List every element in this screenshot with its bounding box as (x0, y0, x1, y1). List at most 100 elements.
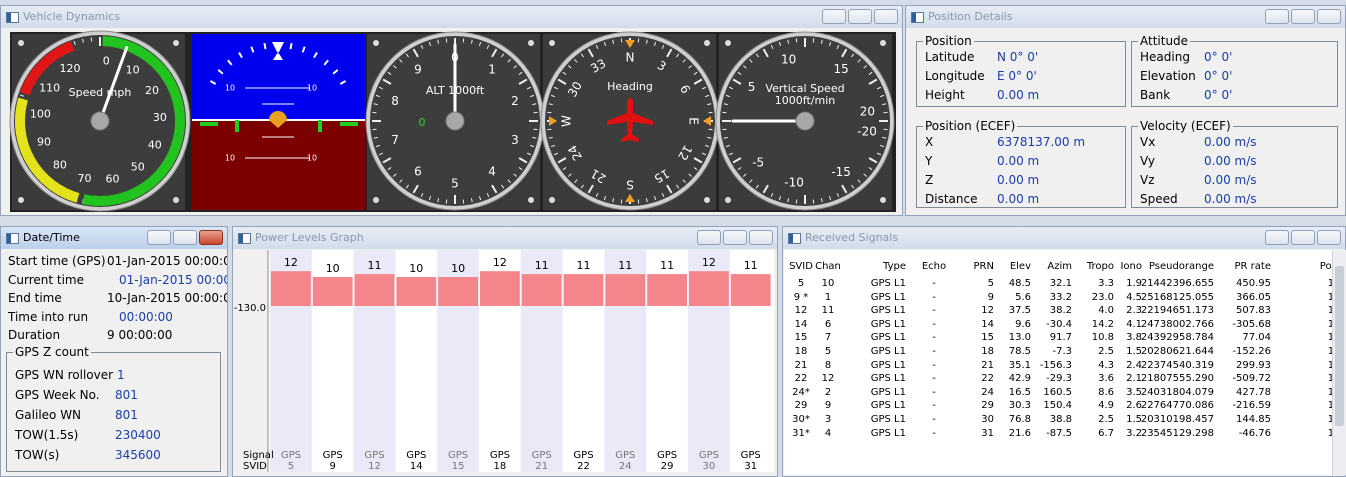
close-button[interactable] (1317, 230, 1341, 245)
table-cell: 14.2 (1091, 318, 1114, 330)
group-title: Position (ECEF) (923, 119, 1018, 133)
scrollbar[interactable] (1332, 250, 1346, 475)
field-label: Latitude (925, 50, 975, 64)
table-cell: 12 (821, 373, 835, 385)
table-cell: - (932, 427, 936, 439)
table-cell: 32.1 (1049, 278, 1072, 289)
column-header: Pseudorange (1148, 261, 1214, 272)
table-cell: 20280621.644 (1140, 346, 1214, 357)
field-value: 01-Jan-2015 00:00:00 (119, 272, 227, 287)
table-cell: 7 (824, 332, 832, 344)
table-cell: GPS L1 (870, 400, 906, 412)
table-cell: GPS L1 (870, 291, 906, 303)
field-value: 0.00 m/s (1204, 173, 1257, 187)
table-cell: 91.7 (1049, 332, 1072, 344)
field-value: 1 (117, 368, 125, 382)
close-button[interactable] (199, 230, 223, 245)
close-button[interactable] (874, 9, 898, 24)
table-cell: 299.93 (1236, 359, 1271, 371)
table-cell: GPS L1 (870, 414, 906, 425)
table-cell: 2 (824, 386, 832, 398)
table-cell: 12.0 (1327, 346, 1332, 357)
field-value: 0.00 m/s (1204, 154, 1257, 168)
table-cell: 22374540.319 (1140, 359, 1214, 371)
table-cell: 1.9 (1126, 278, 1142, 289)
table-cell: 15 (794, 332, 808, 344)
field-label: Vx (1140, 135, 1156, 149)
signals-table: SVID Chan Type Echo PRN Elev Azim Tropo Iono Pseu… (784, 250, 1332, 475)
field-label: Vy (1140, 154, 1155, 168)
table-cell: 14 (981, 318, 994, 330)
group-box: Position Latitude N 0° 0' Longitude E 0° 0' H… (916, 34, 1126, 107)
field-value: 0° 0' (1204, 69, 1233, 83)
window-title: Vehicle Dynamics (23, 10, 121, 23)
close-button[interactable] (749, 230, 773, 245)
table-cell: 160.5 (1043, 386, 1072, 398)
datetime-window: Date/Time Start time (GPS) 01-Jan-2015 00… (0, 226, 228, 477)
table-cell: 10.3 (1327, 318, 1332, 330)
maximize-button[interactable] (1291, 230, 1315, 245)
table-cell: 10.6 (1327, 386, 1332, 398)
table-cell: 3.3 (1098, 278, 1114, 289)
table-cell: - (932, 332, 936, 344)
group-box: Velocity (ECEF) Vx 0.00 m/s Vy 0.00 m/s Vz 0.0… (1131, 119, 1338, 208)
position-window: Position Details Position Latitude N 0° 0'… (905, 5, 1346, 216)
field-value: 0.00 m/s (1204, 192, 1257, 206)
table-cell: 5 (987, 278, 994, 289)
vehicle-window: Vehicle Dynamics (0, 5, 903, 216)
table-cell: -152.26 (1232, 346, 1271, 357)
table-cell: GPS L1 (870, 359, 906, 371)
table-cell: 21.6 (1008, 427, 1031, 439)
table-cell: 13.0 (1008, 332, 1031, 344)
table-cell: 21 (981, 359, 994, 371)
minimize-button[interactable] (697, 230, 721, 245)
minimize-button[interactable] (1265, 9, 1289, 24)
maximize-button[interactable] (723, 230, 747, 245)
table-cell: 4.0 (1098, 305, 1114, 317)
field-value: N 0° 0' (997, 50, 1039, 64)
table-cell: - (932, 386, 936, 398)
table-cell: 5 (797, 278, 805, 289)
minimize-button[interactable] (1265, 230, 1289, 245)
table-cell: 20310198.457 (1140, 414, 1214, 425)
table-cell: 1 (824, 291, 832, 303)
table-cell: 22 (981, 373, 994, 385)
scroll-thumb[interactable] (1335, 266, 1344, 426)
table-cell: 10.2 (1327, 291, 1332, 303)
table-cell: 12.0 (1327, 414, 1332, 425)
field-value: 345600 (115, 448, 161, 462)
power-window: Power Levels Graph (232, 226, 778, 477)
group-title: GPS Z count (13, 345, 91, 359)
maximize-button[interactable] (173, 230, 197, 245)
column-header: Echo (921, 261, 947, 272)
table-cell: 21807555.290 (1140, 373, 1214, 385)
field-label: Current time (8, 272, 84, 287)
field-value: E 0° 0' (997, 69, 1037, 83)
table-cell: 37.5 (1008, 305, 1031, 317)
window-title: Position Details (928, 10, 1013, 23)
maximize-button[interactable] (1291, 9, 1315, 24)
minimize-button[interactable] (147, 230, 171, 245)
table-cell: 12 (794, 305, 808, 317)
column-header: Iono (1120, 261, 1142, 272)
table-cell: 10.1 (1327, 427, 1332, 439)
table-cell: 38.2 (1049, 305, 1072, 317)
table-cell: -46.76 (1238, 427, 1271, 439)
table-cell: 2.4 (1126, 359, 1142, 371)
table-cell: 11.6 (1327, 278, 1332, 289)
table-cell: 11.2 (1327, 359, 1332, 371)
table-cell: 4.9 (1098, 400, 1114, 412)
column-header: Azim (1047, 261, 1072, 272)
table-cell: 2.3 (1126, 305, 1142, 317)
table-cell: - (932, 291, 936, 303)
table-cell: 35.1 (1008, 359, 1031, 371)
close-button[interactable] (1317, 9, 1341, 24)
minimize-button[interactable] (822, 9, 846, 24)
table-cell: - (932, 346, 936, 357)
table-cell: -509.72 (1232, 373, 1271, 385)
field-value: 00:00:00 (119, 309, 173, 324)
maximize-button[interactable] (848, 9, 872, 24)
table-cell: 78.5 (1008, 346, 1031, 357)
field-label: Duration (8, 328, 61, 342)
table-cell: 15 (981, 332, 994, 344)
